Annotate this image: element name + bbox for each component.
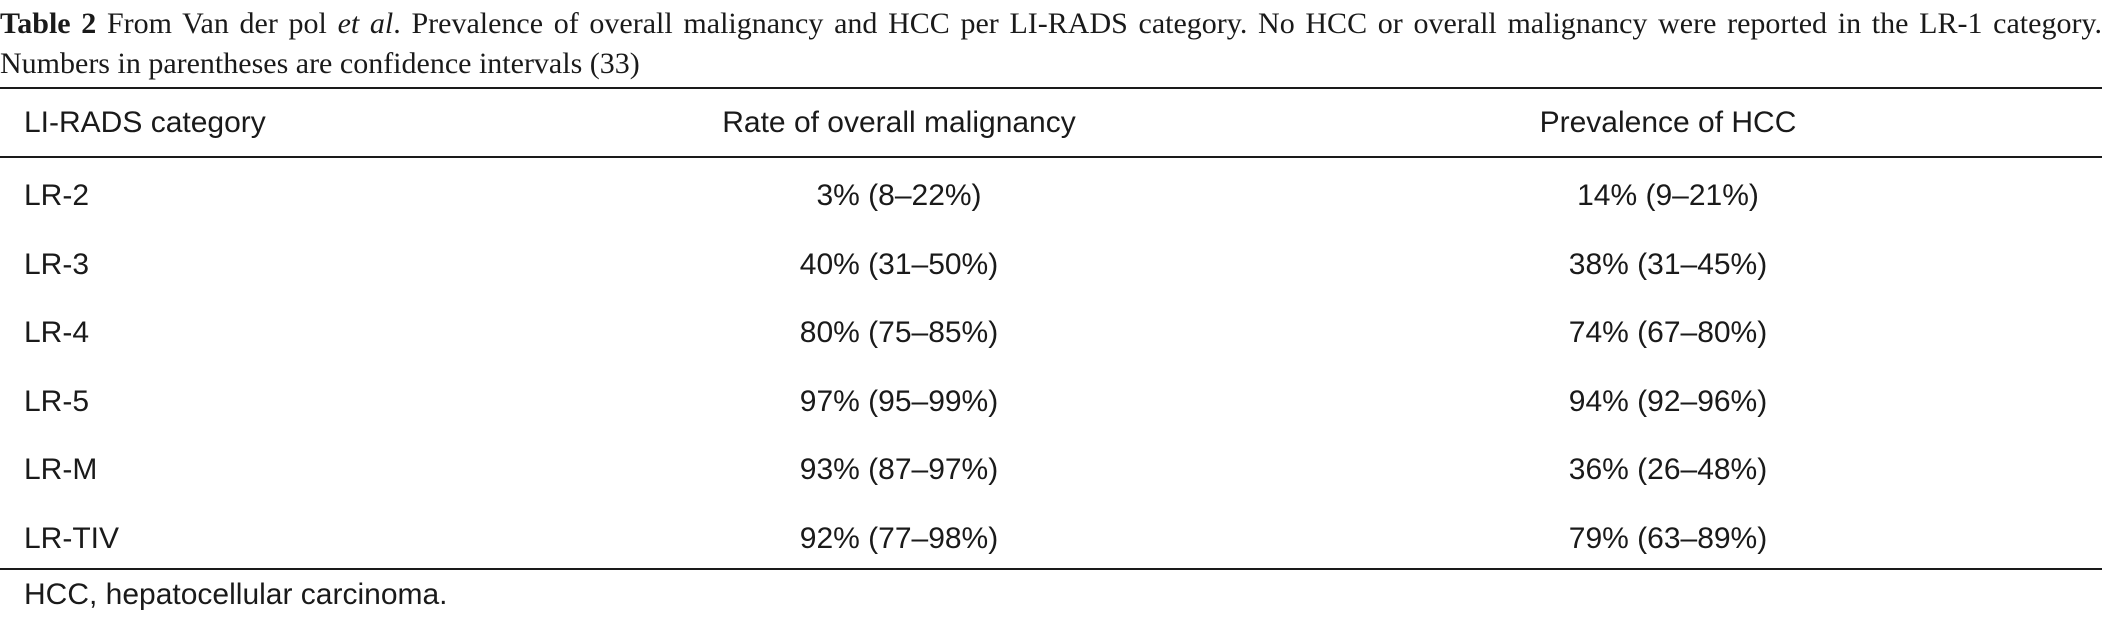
table-header-rule [0,156,2102,158]
table-row: LR-3 40% (31–50%) 38% (31–45%) [0,231,2102,300]
hcc-cell: 79% (63–89%) [1568,521,1768,555]
hcc-cell: 74% (67–80%) [1568,316,1768,350]
table-footnote: HCC, hepatocellular carcinoma. [24,578,448,611]
table-row: LR-5 97% (95–99%) 94% (92–96%) [0,368,2102,437]
table-label: Table 2 [0,7,97,40]
malignancy-cell: 93% (87–97%) [799,453,999,487]
table-row: LR-M 93% (87–97%) 36% (26–48%) [0,436,2102,505]
category-cell: LR-2 [24,179,90,213]
hcc-cell: 38% (31–45%) [1568,247,1768,281]
caption-text-part-1: From Van der pol [96,7,338,40]
header-rate-of-overall-malignancy: Rate of overall malignancy [722,105,1076,139]
category-cell: LR-TIV [24,521,120,555]
malignancy-cell: 40% (31–50%) [799,247,999,281]
header-li-rads-category: LI-RADS category [24,105,266,139]
malignancy-cell: 97% (95–99%) [799,384,999,418]
caption-text-part-2: . Prevalence of overall malignancy and H… [0,7,2102,80]
table-bottom-rule [0,568,2102,570]
malignancy-cell: 80% (75–85%) [799,316,999,350]
category-cell: LR-3 [24,247,90,281]
header-prevalence-of-hcc: Prevalence of HCC [1539,105,1797,139]
category-cell: LR-5 [24,384,90,418]
table-caption: Table 2 From Van der pol et al. Prevalen… [0,0,2102,84]
caption-italic-text: et al [337,7,394,40]
category-cell: LR-M [24,453,98,487]
table-row: LR-TIV 92% (77–98%) 79% (63–89%) [0,505,2102,574]
prevalence-table: LI-RADS category Rate of overall maligna… [0,89,2102,573]
hcc-cell: 94% (92–96%) [1568,384,1768,418]
hcc-cell: 14% (9–21%) [1577,179,1759,213]
table-row: LR-2 3% (8–22%) 14% (9–21%) [0,156,2102,231]
category-cell: LR-4 [24,316,90,350]
table-top-rule [0,87,2102,89]
malignancy-cell: 3% (8–22%) [816,179,982,213]
table-row: LR-4 80% (75–85%) 74% (67–80%) [0,299,2102,368]
hcc-cell: 36% (26–48%) [1568,453,1768,487]
table-header-row: LI-RADS category Rate of overall maligna… [0,89,2102,156]
malignancy-cell: 92% (77–98%) [799,521,999,555]
